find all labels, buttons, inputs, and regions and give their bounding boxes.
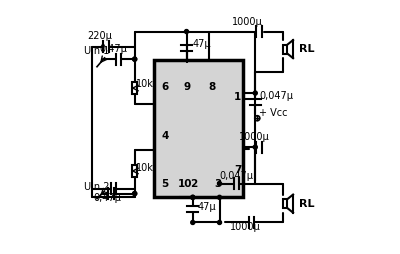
Text: 10: 10 xyxy=(177,179,192,188)
Text: 47μ: 47μ xyxy=(193,39,212,49)
Circle shape xyxy=(253,91,257,95)
Text: 0,47μ: 0,47μ xyxy=(99,44,127,54)
Text: 1000μ: 1000μ xyxy=(230,222,260,232)
Text: 4: 4 xyxy=(161,131,168,141)
Circle shape xyxy=(218,182,222,185)
Circle shape xyxy=(191,195,195,199)
Circle shape xyxy=(191,195,195,199)
Text: 47μ: 47μ xyxy=(198,202,216,212)
Circle shape xyxy=(133,192,137,196)
Circle shape xyxy=(133,57,137,61)
Circle shape xyxy=(253,145,257,149)
Text: 10k: 10k xyxy=(136,79,154,89)
Text: 1000μ: 1000μ xyxy=(232,17,263,27)
Text: 220μ: 220μ xyxy=(87,31,112,41)
Text: 0,47μ: 0,47μ xyxy=(93,193,121,203)
Text: 3: 3 xyxy=(214,179,221,188)
Text: 6: 6 xyxy=(161,82,168,92)
Text: RL: RL xyxy=(299,44,315,54)
Text: + Vcc: + Vcc xyxy=(259,108,288,118)
Bar xyxy=(132,82,137,94)
Text: 1: 1 xyxy=(234,92,241,102)
Text: RL: RL xyxy=(299,199,315,209)
Circle shape xyxy=(191,220,195,225)
Text: Uin 1: Uin 1 xyxy=(84,46,110,56)
Circle shape xyxy=(218,195,222,199)
Text: 7: 7 xyxy=(234,165,241,175)
Text: 9: 9 xyxy=(184,82,191,92)
Bar xyxy=(283,45,288,54)
Bar xyxy=(283,199,288,208)
Text: Uin 2: Uin 2 xyxy=(84,182,110,192)
Text: 10k: 10k xyxy=(136,163,154,173)
Text: 8: 8 xyxy=(209,82,216,92)
Circle shape xyxy=(133,192,137,196)
Text: 1000μ: 1000μ xyxy=(239,132,269,141)
Circle shape xyxy=(184,29,188,34)
Circle shape xyxy=(133,57,137,61)
Bar xyxy=(132,165,137,177)
Circle shape xyxy=(218,220,222,225)
Text: 2: 2 xyxy=(190,179,197,188)
Text: 5: 5 xyxy=(161,179,168,188)
FancyBboxPatch shape xyxy=(154,60,243,197)
Text: 0,047μ: 0,047μ xyxy=(220,170,254,181)
Text: 0,047μ: 0,047μ xyxy=(259,91,293,101)
